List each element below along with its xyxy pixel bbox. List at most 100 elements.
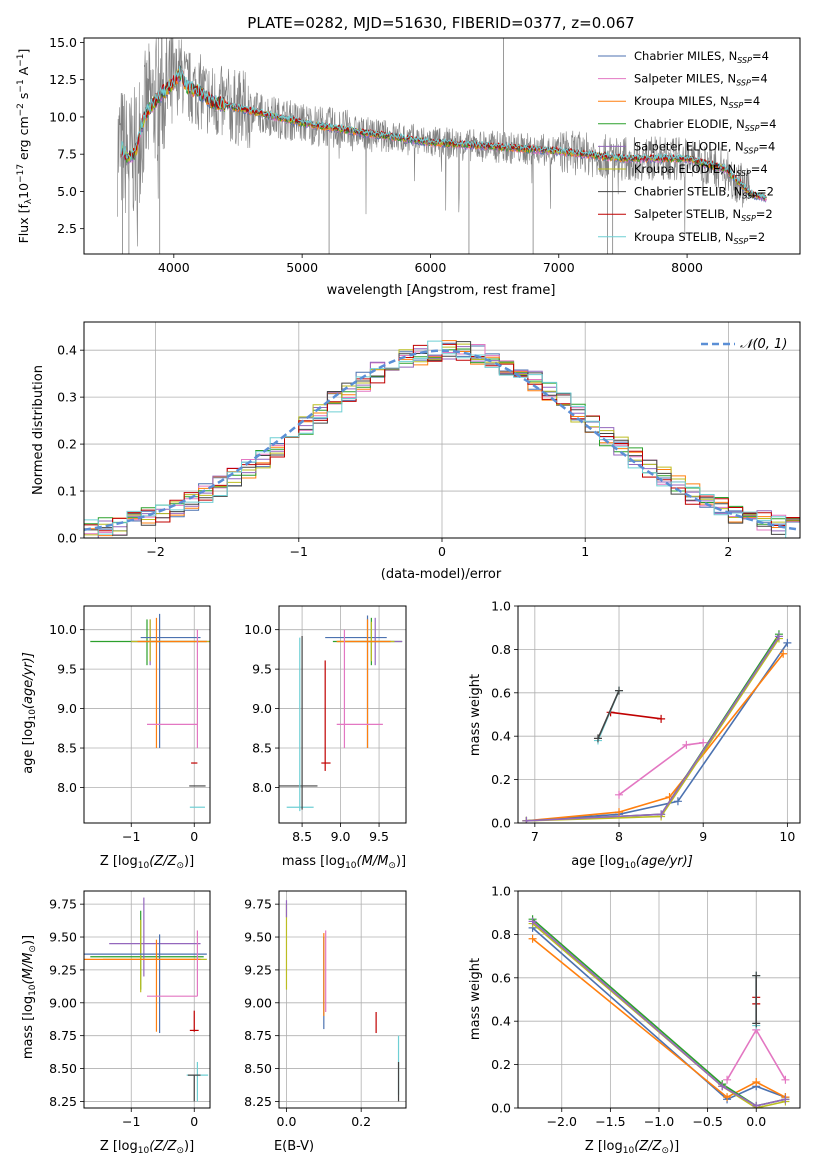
mass-weight-series-line: [532, 920, 786, 1107]
mass-weight-point: [718, 1082, 727, 1091]
age-vs-mass-panel: 8.5 9.0 9.5 8.0 8.5 9.0 9.5 10.0: [244, 605, 407, 844]
mw-vs-Z-xtick-label: −0.5: [692, 1114, 722, 1129]
residuals-panel: −2 −1 0 1 2 0.0 0.1 0.2 0.3 0.4 (data-model)/erro…: [31, 321, 801, 582]
mass-weight-point: [752, 971, 761, 980]
mass-vs-ebv-xtick-label: 0.0: [277, 1114, 297, 1129]
spectrum-xtick-label: 8000: [671, 260, 703, 275]
mass-weight-point: [615, 808, 624, 817]
mass-vs-Z-ytick-label: 8.75: [49, 1028, 77, 1043]
model-spectrum-line: [120, 68, 767, 198]
age-vs-mass-frame: [278, 605, 407, 824]
residuals-ylabel: Normed distribution: [31, 365, 46, 495]
mw-vs-Z-frame: [517, 890, 801, 1109]
age-vs-mass-ytick-label: 9.5: [252, 662, 272, 677]
residuals-ytick-label: 0.1: [57, 484, 77, 499]
age-vs-Z-plot-area: [90, 613, 210, 808]
age-vs-mass-ytick-label: 8.5: [252, 741, 272, 756]
mass-vs-Z-ytick-label: 9.25: [49, 962, 77, 977]
mw-vs-age-panel: 7 8 9 10 0.0 0.2 0.4 0.6 0.8 1.0: [491, 599, 801, 844]
mw-vs-age-ytick-label: 0.8: [491, 642, 511, 657]
mass-vs-Z-panel: −1 0 8.25 8.50 8.75 9.00 9.25 9.50 9.75: [49, 890, 211, 1129]
mw-vs-Z-xlabel: Z [log10(Z/Z⊙)]: [585, 1139, 679, 1156]
mass-weight-series-line: [526, 633, 780, 822]
mass-vs-Z-xtick-label: −1: [122, 1114, 140, 1129]
age-vs-mass-xlabel: mass [log10(M/M⊙)]: [282, 854, 406, 871]
mw-vs-age-ytick-label: 0.6: [491, 685, 511, 700]
mass-vs-ebv-xtick-label: 0.2: [351, 1114, 371, 1129]
spectrum-legend-label: Salpeter ELODIE, NSSP=4: [634, 139, 775, 155]
age-vs-mass-plot-area: [279, 615, 403, 812]
mass-weight-point: [752, 1077, 761, 1086]
residual-histogram-step: [84, 340, 800, 538]
residuals-ytick-label: 0.3: [57, 390, 77, 405]
mass-weight-point: [615, 790, 624, 799]
age-vs-Z-ytick-label: 8.5: [57, 741, 77, 756]
spectrum-legend-label: Salpeter MILES, NSSP=4: [634, 72, 768, 88]
spectrum-xtick-label: 5000: [286, 260, 318, 275]
mass-weight-series-line: [526, 635, 780, 822]
mass-weight-point: [779, 649, 788, 658]
spectrum-panel: PLATE=0282, MJD=51630, FIBERID=0377, z=0…: [16, 14, 801, 298]
mass-vs-ebv-ytick-label: 8.50: [244, 1061, 272, 1076]
mass-weight-point: [699, 738, 708, 747]
mw-vs-age-xtick-label: 7: [531, 829, 539, 844]
mass-weight-point: [657, 810, 666, 819]
mass-weight-point: [528, 934, 537, 943]
mw-vs-Z-ytick-label: 1.0: [491, 884, 511, 899]
mw-vs-age-ytick-label: 0.2: [491, 772, 511, 787]
residuals-ytick-label: 0.4: [57, 343, 77, 358]
mass-vs-Z-ytick-label: 9.00: [49, 995, 77, 1010]
mass-weight-point: [781, 1095, 790, 1104]
age-vs-mass-ytick-label: 8.0: [252, 780, 272, 795]
age-vs-mass-xtick-label: 9.0: [331, 829, 351, 844]
mass-weight-point: [783, 638, 792, 647]
mass-weight-point: [657, 714, 666, 723]
mass-weight-series-line: [526, 638, 780, 822]
mass-vs-Z-ytick-label: 8.50: [49, 1061, 77, 1076]
model-spectrum-line: [120, 66, 767, 200]
mw-vs-age-ytick-label: 0.4: [491, 729, 511, 744]
mass-weight-series-line: [532, 938, 786, 1099]
spectrum-xlabel: wavelength [Angstrom, rest frame]: [327, 283, 556, 298]
residuals-xtick-label: 0: [438, 544, 446, 559]
mass-vs-ebv-ytick-label: 9.50: [244, 930, 272, 945]
mass-vs-ebv-ytick-label: 9.25: [244, 962, 272, 977]
mass-vs-ebv-frame: [278, 890, 407, 1109]
spectrum-plot-area: [117, 38, 767, 254]
mw-vs-Z-ytick-label: 0.6: [491, 970, 511, 985]
mass-weight-point: [723, 1075, 732, 1084]
age-vs-mass-ytick-label: 10.0: [244, 622, 272, 637]
mass-vs-Z-ytick-label: 9.50: [49, 930, 77, 945]
mass-vs-ebv-plot-area: [285, 900, 400, 1102]
mass-vs-ebv-ytick-label: 9.75: [244, 897, 272, 912]
spectrum-legend-label: Kroupa ELODIE, NSSP=4: [634, 162, 768, 178]
mw-vs-Z-xtick-label: −1.0: [644, 1114, 674, 1129]
age-vs-Z-xtick-label: −1: [122, 829, 140, 844]
residuals-frame: [83, 321, 801, 539]
gaussian-legend-label: 𝒩(0, 1): [740, 337, 787, 352]
model-spectrum-line: [120, 69, 767, 202]
mw-vs-age-plot-area: [522, 630, 792, 823]
mass-weight-point: [752, 1101, 761, 1108]
age-vs-Z-xlabel: Z [log10(Z/Z⊙)]: [100, 854, 194, 871]
mass-weight-point: [723, 1093, 732, 1102]
residuals-ytick-label: 0.2: [57, 437, 77, 452]
residuals-xtick-label: −2: [146, 544, 164, 559]
mass-vs-Z-ylabel: mass [log10(M/M⊙)]: [21, 935, 38, 1059]
age-vs-Z-xtick-label: 0: [190, 829, 198, 844]
residuals-xtick-label: 2: [724, 544, 732, 559]
mass-vs-Z-ytick-label: 9.75: [49, 897, 77, 912]
spectrum-legend-label: Kroupa STELIB, NSSP=2: [634, 230, 765, 246]
spectrum-ytick-label: 12.5: [49, 72, 77, 87]
model-spectrum-line: [120, 68, 767, 201]
mass-weight-point: [781, 1075, 790, 1084]
mw-vs-age-xlabel: age [log10(age/yr)]: [571, 854, 693, 871]
mass-vs-ebv-xlabel: E(B-V): [274, 1139, 314, 1154]
model-spectrum-line: [120, 70, 767, 200]
mass-weight-point: [615, 686, 624, 695]
mass-vs-Z-xlabel: Z [log10(Z/Z⊙)]: [100, 1139, 194, 1156]
residuals-plot-area: [84, 340, 800, 538]
mw-vs-Z-panel: −2.0 −1.5 −1.0 −0.5 0.0 0.0 0.2 0.4 0.6 0.8 1.0: [491, 884, 801, 1129]
gaussian-curve: [84, 349, 798, 532]
spectrum-ytick-label: 7.5: [57, 147, 77, 162]
